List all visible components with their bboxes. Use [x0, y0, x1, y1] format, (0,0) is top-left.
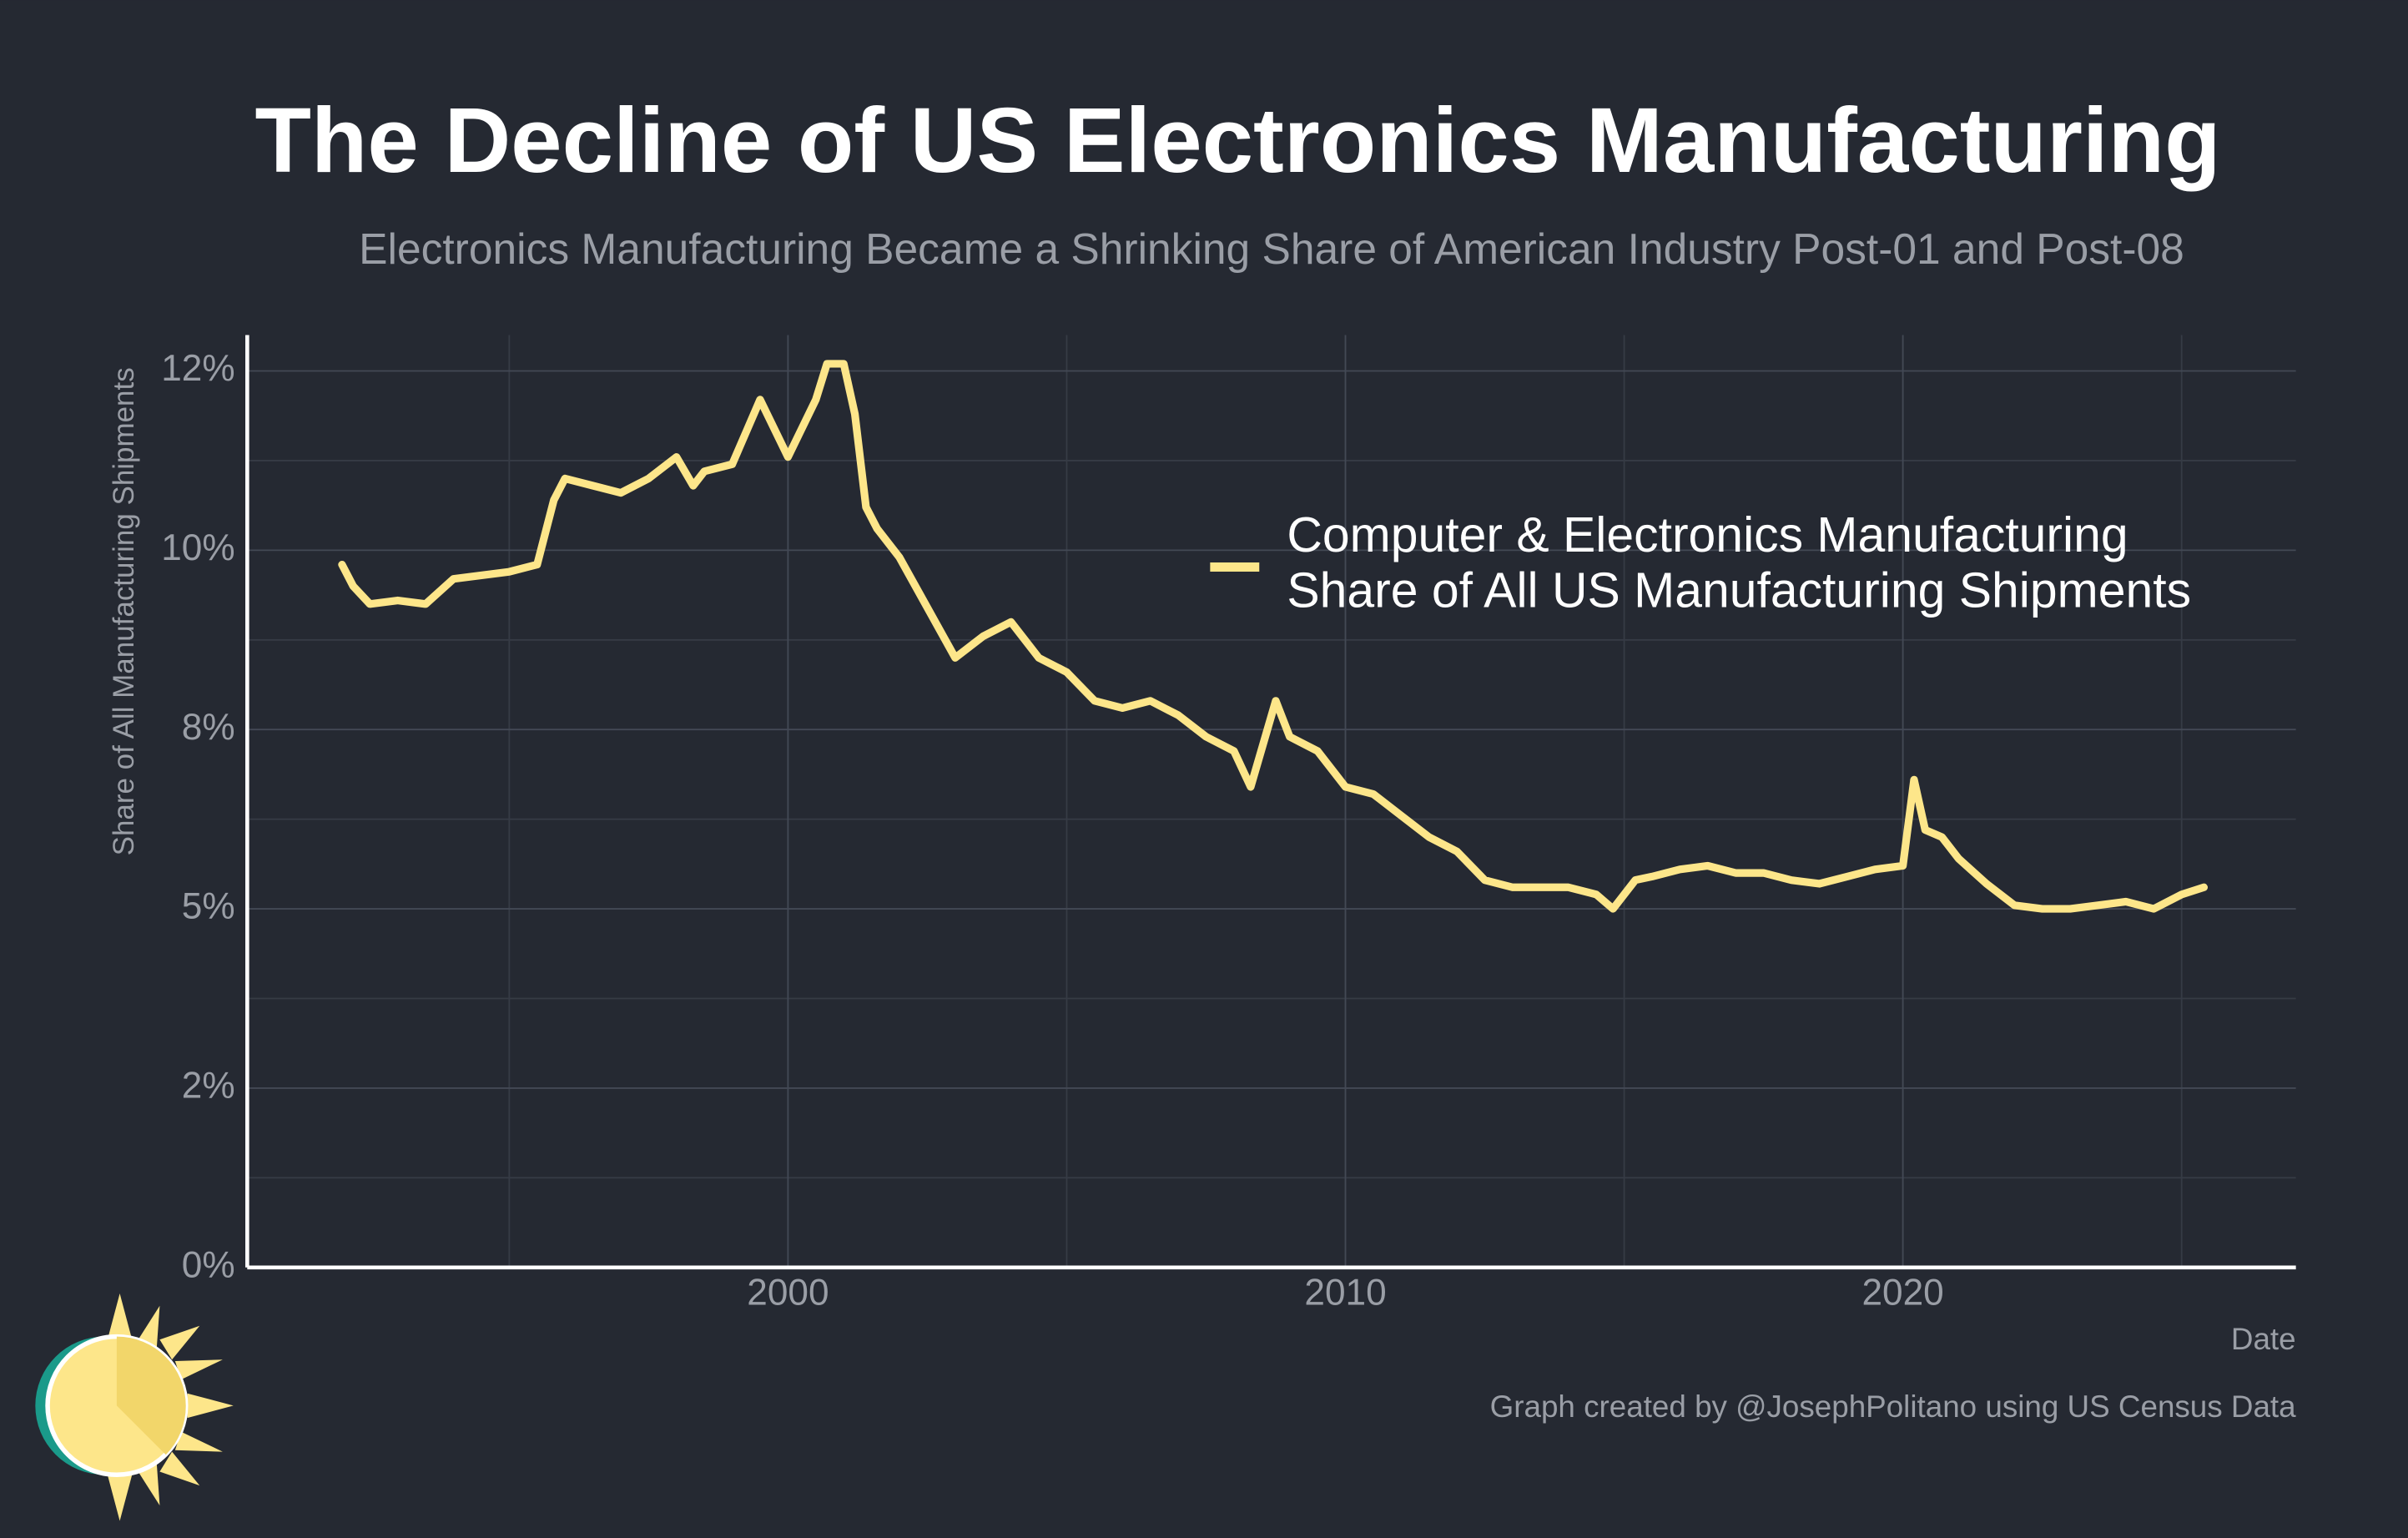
legend: Computer & Electronics Manufacturing Sha… — [1287, 507, 2192, 618]
chart-subtitle: Electronics Manufacturing Became a Shrin… — [359, 224, 2184, 273]
plot-area: 0% 2% 5% 8% 10% 12% 2000 2010 2020 — [161, 335, 2296, 1314]
x-tick-label: 2000 — [747, 1273, 829, 1314]
chart-title: The Decline of US Electronics Manufactur… — [254, 89, 2220, 192]
y-tick-label: 5% — [182, 886, 235, 927]
legend-label: Computer & Electronics Manufacturing Sha… — [1287, 507, 2192, 618]
y-tick-label: 2% — [182, 1066, 235, 1107]
y-tick-label: 12% — [161, 348, 234, 389]
logo — [35, 1293, 234, 1521]
series-line — [338, 360, 2209, 913]
y-tick-label: 8% — [182, 707, 235, 748]
caption: Graph created by @JosephPolitano using U… — [1490, 1389, 2297, 1424]
y-axis-label: Share of All Manufacturing Shipments — [108, 367, 140, 855]
y-tick-label: 10% — [161, 527, 234, 568]
y-tick-label: 0% — [182, 1244, 235, 1285]
x-axis-label: Date — [2231, 1322, 2296, 1356]
x-tick-label: 2020 — [1862, 1273, 1944, 1314]
x-tick-label: 2010 — [1304, 1273, 1386, 1314]
